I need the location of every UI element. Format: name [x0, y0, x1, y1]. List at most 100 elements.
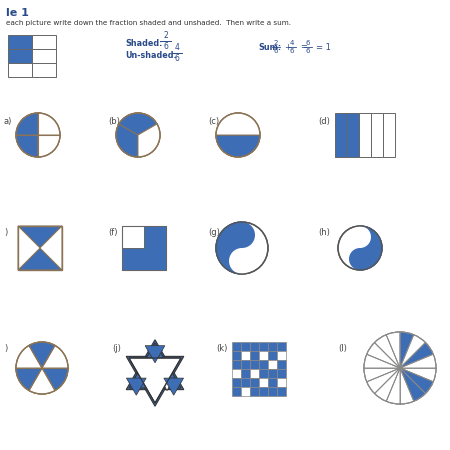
Bar [268, 378, 277, 387]
Polygon shape [160, 378, 174, 391]
Bar [241, 342, 250, 351]
Text: le 1: le 1 [6, 8, 29, 18]
Circle shape [349, 226, 371, 248]
Bar [241, 360, 250, 369]
Bar [8, 35, 32, 49]
Text: Sum:: Sum: [258, 42, 281, 51]
Bar [347, 113, 359, 157]
Bar [232, 369, 241, 378]
Text: 6: 6 [163, 42, 168, 51]
Wedge shape [367, 342, 400, 368]
Polygon shape [126, 378, 146, 395]
Circle shape [16, 342, 68, 394]
Wedge shape [400, 368, 414, 404]
Bar [277, 378, 286, 387]
Polygon shape [129, 343, 181, 388]
Text: 4: 4 [290, 40, 294, 46]
Circle shape [229, 222, 255, 248]
Text: +: + [284, 42, 291, 51]
Circle shape [216, 113, 260, 157]
Wedge shape [16, 346, 42, 368]
Wedge shape [386, 332, 400, 368]
Bar [32, 35, 56, 49]
Wedge shape [400, 368, 436, 382]
Bar [268, 351, 277, 360]
Text: ): ) [4, 228, 7, 237]
Text: (l): (l) [338, 344, 347, 353]
Polygon shape [129, 358, 181, 403]
Text: (f): (f) [108, 228, 117, 237]
Wedge shape [216, 113, 260, 135]
Wedge shape [364, 368, 400, 382]
Bar [259, 369, 268, 378]
Text: 6: 6 [274, 48, 278, 54]
Text: (d): (d) [318, 117, 330, 126]
Wedge shape [16, 368, 42, 391]
Bar [32, 63, 56, 77]
Polygon shape [126, 356, 184, 406]
Wedge shape [42, 346, 68, 368]
Bar [232, 360, 241, 369]
Wedge shape [138, 124, 160, 157]
Circle shape [364, 332, 436, 404]
Polygon shape [360, 226, 382, 270]
Bar [371, 113, 383, 157]
Bar [259, 351, 268, 360]
Text: (b): (b) [108, 117, 120, 126]
Wedge shape [16, 135, 38, 157]
Bar [359, 113, 371, 157]
Text: =: = [300, 42, 307, 51]
Bar [122, 226, 166, 270]
Wedge shape [216, 135, 260, 157]
Bar [241, 351, 250, 360]
Circle shape [229, 248, 255, 274]
Polygon shape [164, 378, 184, 395]
Bar [259, 342, 268, 351]
Bar [250, 342, 259, 351]
Bar [32, 49, 56, 63]
Bar [268, 360, 277, 369]
Bar [232, 351, 241, 360]
Wedge shape [400, 332, 414, 368]
Polygon shape [40, 226, 62, 270]
Bar [268, 387, 277, 396]
Text: each picture write down the fraction shaded and unshaded.  Then write a sum.: each picture write down the fraction sha… [6, 20, 291, 26]
Text: 6: 6 [175, 54, 180, 63]
Wedge shape [29, 368, 55, 394]
Bar [8, 49, 32, 63]
Text: 2: 2 [164, 31, 168, 40]
Wedge shape [367, 368, 400, 393]
Circle shape [123, 341, 187, 405]
Bar [259, 378, 268, 387]
Bar [250, 351, 259, 360]
Wedge shape [38, 135, 60, 157]
Wedge shape [364, 354, 400, 368]
Text: Un-shaded:: Un-shaded: [125, 51, 177, 60]
Text: 6: 6 [290, 48, 294, 54]
Bar [259, 360, 268, 369]
Wedge shape [386, 368, 400, 404]
Polygon shape [148, 351, 162, 363]
Circle shape [116, 113, 160, 157]
Polygon shape [216, 222, 242, 274]
Wedge shape [374, 335, 400, 368]
Wedge shape [400, 335, 425, 368]
Text: (g): (g) [208, 228, 220, 237]
Bar [250, 387, 259, 396]
Circle shape [216, 222, 268, 274]
Text: (c): (c) [208, 117, 219, 126]
Wedge shape [42, 368, 68, 391]
Polygon shape [122, 226, 166, 270]
Wedge shape [400, 354, 436, 368]
Bar [259, 387, 268, 396]
Bar [232, 387, 241, 396]
Wedge shape [38, 113, 60, 135]
Bar [232, 378, 241, 387]
Bar [250, 369, 259, 378]
Text: 4: 4 [175, 43, 180, 52]
Wedge shape [116, 124, 138, 157]
Bar [232, 342, 241, 351]
Text: (k): (k) [216, 344, 227, 353]
Bar [250, 378, 259, 387]
Wedge shape [119, 113, 157, 135]
